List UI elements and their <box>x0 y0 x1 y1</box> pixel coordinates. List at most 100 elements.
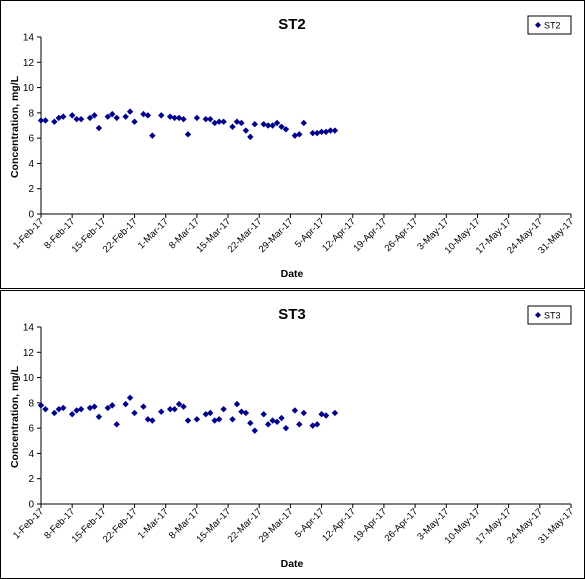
legend-marker-icon <box>535 22 541 28</box>
y-tick-label: 2 <box>28 474 34 485</box>
data-points <box>37 394 339 434</box>
data-point <box>242 409 250 417</box>
legend-label: ST2 <box>544 21 561 31</box>
data-point <box>37 402 45 409</box>
data-point <box>42 405 49 413</box>
y-tick-label: 2 <box>28 184 34 195</box>
data-point <box>109 110 116 118</box>
data-point <box>126 394 134 401</box>
data-point <box>109 402 116 409</box>
data-point <box>282 126 290 133</box>
y-tick-label: 6 <box>28 134 34 145</box>
y-tick-label: 6 <box>28 424 34 435</box>
y-tick-label: 0 <box>28 210 34 221</box>
data-point <box>202 115 209 123</box>
x-tick-label: 22-Feb-17 <box>101 216 140 255</box>
legend-label: ST3 <box>544 311 561 321</box>
data-point <box>86 114 94 122</box>
x-tick-label: 29-Mar-17 <box>257 216 296 255</box>
data-point <box>77 115 85 123</box>
y-axis-label: Concentration, mg/L <box>9 75 21 178</box>
y-tick-label: 10 <box>23 373 35 384</box>
data-point <box>184 417 192 424</box>
x-axis-label: Date <box>281 558 304 570</box>
data-point <box>131 118 138 125</box>
data-point <box>51 118 58 125</box>
legend: ST3 <box>527 305 572 325</box>
data-point <box>68 112 76 119</box>
data-point <box>273 418 281 426</box>
data-point <box>313 421 321 428</box>
data-point <box>60 113 67 120</box>
data-point <box>296 131 303 138</box>
data-point <box>73 115 80 123</box>
x-tick-label: 29-Mar-17 <box>257 506 296 545</box>
data-point <box>166 405 174 413</box>
data-point <box>229 416 236 423</box>
data-point <box>215 416 223 423</box>
data-point <box>37 117 45 124</box>
data-point <box>55 114 63 122</box>
y-tick-label: 4 <box>28 159 34 170</box>
data-point <box>91 112 98 119</box>
data-point <box>291 132 299 139</box>
data-point <box>331 409 339 417</box>
data-point <box>175 400 183 408</box>
x-tick-label: 26-Apr-17 <box>383 506 421 544</box>
chart-svg-st2: ST2 Concentration, mg/L Date ST2 0 2 4 6 8 10… <box>9 15 576 280</box>
data-point <box>175 114 183 122</box>
y-axis-label: Concentration, mg/L <box>9 365 21 468</box>
data-point <box>264 122 272 129</box>
chart-panel-st2: ST2 Concentration, mg/L Date ST2 0 2 4 6 8 10… <box>0 0 585 289</box>
data-point <box>220 405 227 413</box>
data-point <box>144 112 152 119</box>
data-point <box>104 113 112 120</box>
data-point <box>149 417 156 424</box>
data-point <box>60 404 67 412</box>
data-point <box>184 131 192 138</box>
y-tick-label: 8 <box>28 398 34 409</box>
data-point <box>158 112 165 119</box>
data-point <box>220 118 227 125</box>
y-tick-label: 12 <box>23 58 35 69</box>
data-point <box>211 417 218 424</box>
data-point <box>73 407 80 414</box>
chart-title: ST2 <box>278 16 306 33</box>
data-point <box>51 409 58 417</box>
data-point <box>318 411 325 418</box>
data-point <box>91 403 98 410</box>
axes: 024681012141-Feb-178-Feb-1715-Feb-1722-F… <box>11 33 576 257</box>
x-tick-label: 1-Feb-17 <box>11 216 46 251</box>
data-point <box>273 119 281 127</box>
data-point <box>95 413 103 420</box>
data-point <box>269 122 276 129</box>
data-point <box>42 117 49 124</box>
legend: ST2 <box>527 15 572 35</box>
axes: 024681012141-Feb-178-Feb-1715-Feb-1722-F… <box>11 323 576 547</box>
data-point <box>251 427 258 434</box>
data-point <box>171 405 178 413</box>
data-point <box>278 414 285 422</box>
y-tick-label: 0 <box>28 500 34 511</box>
data-point <box>291 407 299 414</box>
data-point <box>95 124 103 132</box>
data-point <box>166 113 174 120</box>
data-point <box>264 421 272 428</box>
data-point <box>193 114 201 122</box>
chart-svg-st3: ST3 Concentration, mg/L Date ST3 0 2 4 6 8 10… <box>9 305 576 570</box>
data-point <box>207 409 214 417</box>
data-point <box>193 416 201 423</box>
data-point <box>180 403 187 410</box>
data-point <box>122 113 129 120</box>
legend-box <box>527 305 572 325</box>
data-point <box>149 132 156 139</box>
data-points <box>37 108 339 141</box>
y-tick-label: 14 <box>23 33 35 44</box>
data-point <box>300 409 307 417</box>
y-tick-label: 10 <box>23 83 35 94</box>
data-point <box>68 411 76 418</box>
data-point <box>229 123 236 130</box>
y-tick-label: 8 <box>28 108 34 119</box>
data-point <box>180 115 187 123</box>
data-point <box>113 114 120 122</box>
